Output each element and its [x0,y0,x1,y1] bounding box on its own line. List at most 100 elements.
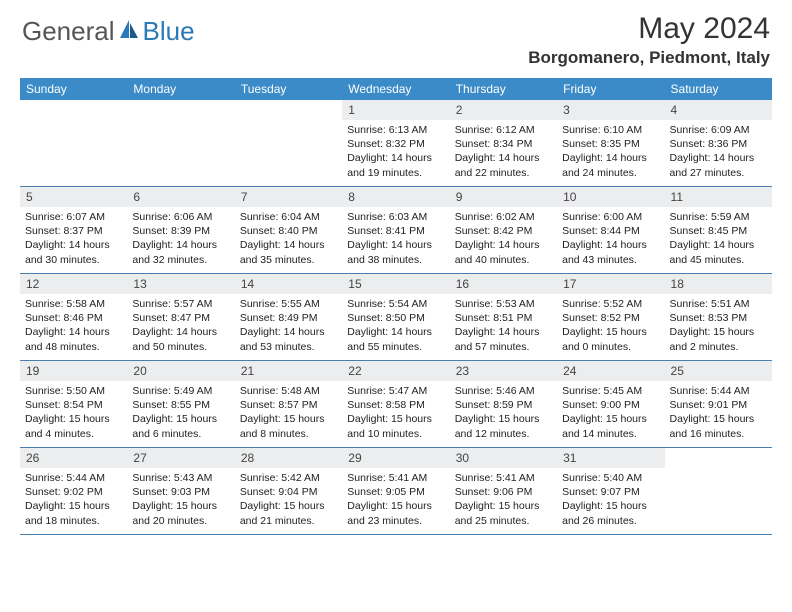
day-cell: 28Sunrise: 5:42 AMSunset: 9:04 PMDayligh… [235,448,342,534]
day-number: 21 [235,361,342,381]
sunrise-text: Sunrise: 5:46 AM [455,384,552,398]
day-cell: 8Sunrise: 6:03 AMSunset: 8:41 PMDaylight… [342,187,449,273]
sunset-text: Sunset: 9:05 PM [347,485,444,499]
day-cell: 23 Sunrise: 5:46 AMSunset: 8:59 PMDayligh… [450,361,557,447]
day-number: 18 [665,274,772,294]
sunrise-text: Sunrise: 6:07 AM [25,210,122,224]
day-cell: 11Sunrise: 5:59 AMSunset: 8:45 PMDayligh… [665,187,772,273]
daylight-text: Daylight: 15 hours and 10 minutes. [347,412,444,440]
sunrise-text: Sunrise: 5:49 AM [132,384,229,398]
day-cell: 27Sunrise: 5:43 AMSunset: 9:03 PMDayligh… [127,448,234,534]
day-cell: 15Sunrise: 5:54 AMSunset: 8:50 PMDayligh… [342,274,449,360]
daylight-text: Daylight: 14 hours and 57 minutes. [455,325,552,353]
day-header-sunday: Sunday [20,78,127,100]
daylight-text: Daylight: 14 hours and 19 minutes. [347,151,444,179]
day-content: Sunrise: 6:06 AMSunset: 8:39 PMDaylight:… [127,207,234,271]
sunrise-text: Sunrise: 5:44 AM [670,384,767,398]
day-cell: 10Sunrise: 6:00 AMSunset: 8:44 PMDayligh… [557,187,664,273]
day-number: 25 [665,361,772,381]
day-header-row: Sunday Monday Tuesday Wednesday Thursday… [20,78,772,100]
daylight-text: Daylight: 14 hours and 48 minutes. [25,325,122,353]
day-content: Sunrise: 5:59 AMSunset: 8:45 PMDaylight:… [665,207,772,271]
daylight-text: Daylight: 15 hours and 0 minutes. [562,325,659,353]
day-number: 4 [665,100,772,120]
day-cell: 30Sunrise: 5:41 AMSunset: 9:06 PMDayligh… [450,448,557,534]
sunset-text: Sunset: 8:47 PM [132,311,229,325]
day-number [235,100,342,106]
day-cell: 16Sunrise: 5:53 AMSunset: 8:51 PMDayligh… [450,274,557,360]
day-content: Sunrise: 5:47 AMSunset: 8:58 PMDaylight:… [342,381,449,445]
day-cell: 3Sunrise: 6:10 AMSunset: 8:35 PMDaylight… [557,100,664,186]
sunrise-text: Sunrise: 5:59 AM [670,210,767,224]
day-number: 14 [235,274,342,294]
sunrise-text: Sunrise: 6:09 AM [670,123,767,137]
daylight-text: Daylight: 15 hours and 26 minutes. [562,499,659,527]
week-row: 12Sunrise: 5:58 AMSunset: 8:46 PMDayligh… [20,274,772,361]
day-number: 27 [127,448,234,468]
daylight-text: Daylight: 15 hours and 16 minutes. [670,412,767,440]
day-number: 8 [342,187,449,207]
day-number: 26 [20,448,127,468]
sunset-text: Sunset: 8:57 PM [240,398,337,412]
sunset-text: Sunset: 8:53 PM [670,311,767,325]
day-number [127,100,234,106]
day-number: 3 [557,100,664,120]
daylight-text: Daylight: 15 hours and 18 minutes. [25,499,122,527]
daylight-text: Daylight: 15 hours and 6 minutes. [132,412,229,440]
sunrise-text: Sunrise: 5:43 AM [132,471,229,485]
daylight-text: Daylight: 15 hours and 8 minutes. [240,412,337,440]
day-number: 1 [342,100,449,120]
sunrise-text: Sunrise: 5:58 AM [25,297,122,311]
daylight-text: Daylight: 14 hours and 27 minutes. [670,151,767,179]
day-number: 29 [342,448,449,468]
day-content: Sunrise: 6:00 AMSunset: 8:44 PMDaylight:… [557,207,664,271]
sunrise-text: Sunrise: 5:41 AM [455,471,552,485]
daylight-text: Daylight: 15 hours and 4 minutes. [25,412,122,440]
day-cell: 22Sunrise: 5:47 AMSunset: 8:58 PMDayligh… [342,361,449,447]
day-number: 19 [20,361,127,381]
day-number: 31 [557,448,664,468]
day-content: Sunrise: 5:44 AMSunset: 9:02 PMDaylight:… [20,468,127,532]
day-content: Sunrise: 5:41 AMSunset: 9:05 PMDaylight:… [342,468,449,532]
day-cell: 18Sunrise: 5:51 AMSunset: 8:53 PMDayligh… [665,274,772,360]
day-content: Sunrise: 5:53 AMSunset: 8:51 PMDaylight:… [450,294,557,358]
day-cell [235,100,342,186]
day-number: 9 [450,187,557,207]
daylight-text: Daylight: 15 hours and 20 minutes. [132,499,229,527]
sunset-text: Sunset: 8:44 PM [562,224,659,238]
day-cell: 14Sunrise: 5:55 AMSunset: 8:49 PMDayligh… [235,274,342,360]
day-cell: 12Sunrise: 5:58 AMSunset: 8:46 PMDayligh… [20,274,127,360]
sunrise-text: Sunrise: 6:04 AM [240,210,337,224]
week-row: 1Sunrise: 6:13 AMSunset: 8:32 PMDaylight… [20,100,772,187]
day-number: 7 [235,187,342,207]
day-content: Sunrise: 6:04 AMSunset: 8:40 PMDaylight:… [235,207,342,271]
sunrise-text: Sunrise: 5:53 AM [455,297,552,311]
day-cell: 24Sunrise: 5:45 AMSunset: 9:00 PMDayligh… [557,361,664,447]
day-number: 28 [235,448,342,468]
day-header-thursday: Thursday [450,78,557,100]
day-content: Sunrise: 6:09 AMSunset: 8:36 PMDaylight:… [665,120,772,184]
sunset-text: Sunset: 8:59 PM [455,398,552,412]
sunrise-text: Sunrise: 5:54 AM [347,297,444,311]
day-header-wednesday: Wednesday [342,78,449,100]
day-number: 17 [557,274,664,294]
day-cell: 20Sunrise: 5:49 AMSunset: 8:55 PMDayligh… [127,361,234,447]
sunrise-text: Sunrise: 5:40 AM [562,471,659,485]
sunset-text: Sunset: 8:34 PM [455,137,552,151]
day-content: Sunrise: 6:13 AMSunset: 8:32 PMDaylight:… [342,120,449,184]
day-number: 5 [20,187,127,207]
day-header-friday: Friday [557,78,664,100]
day-content: Sunrise: 5:44 AMSunset: 9:01 PMDaylight:… [665,381,772,445]
day-content: Sunrise: 5:45 AMSunset: 9:00 PMDaylight:… [557,381,664,445]
daylight-text: Daylight: 14 hours and 55 minutes. [347,325,444,353]
daylight-text: Daylight: 14 hours and 50 minutes. [132,325,229,353]
sunrise-text: Sunrise: 6:03 AM [347,210,444,224]
day-number: 23 [450,361,557,381]
daylight-text: Daylight: 15 hours and 12 minutes. [455,412,552,440]
sunset-text: Sunset: 8:50 PM [347,311,444,325]
day-content: Sunrise: 5:42 AMSunset: 9:04 PMDaylight:… [235,468,342,532]
week-row: 26Sunrise: 5:44 AMSunset: 9:02 PMDayligh… [20,448,772,535]
sunset-text: Sunset: 9:04 PM [240,485,337,499]
sunrise-text: Sunrise: 5:42 AM [240,471,337,485]
title-block: May 2024 Borgomanero, Piedmont, Italy [528,12,770,68]
